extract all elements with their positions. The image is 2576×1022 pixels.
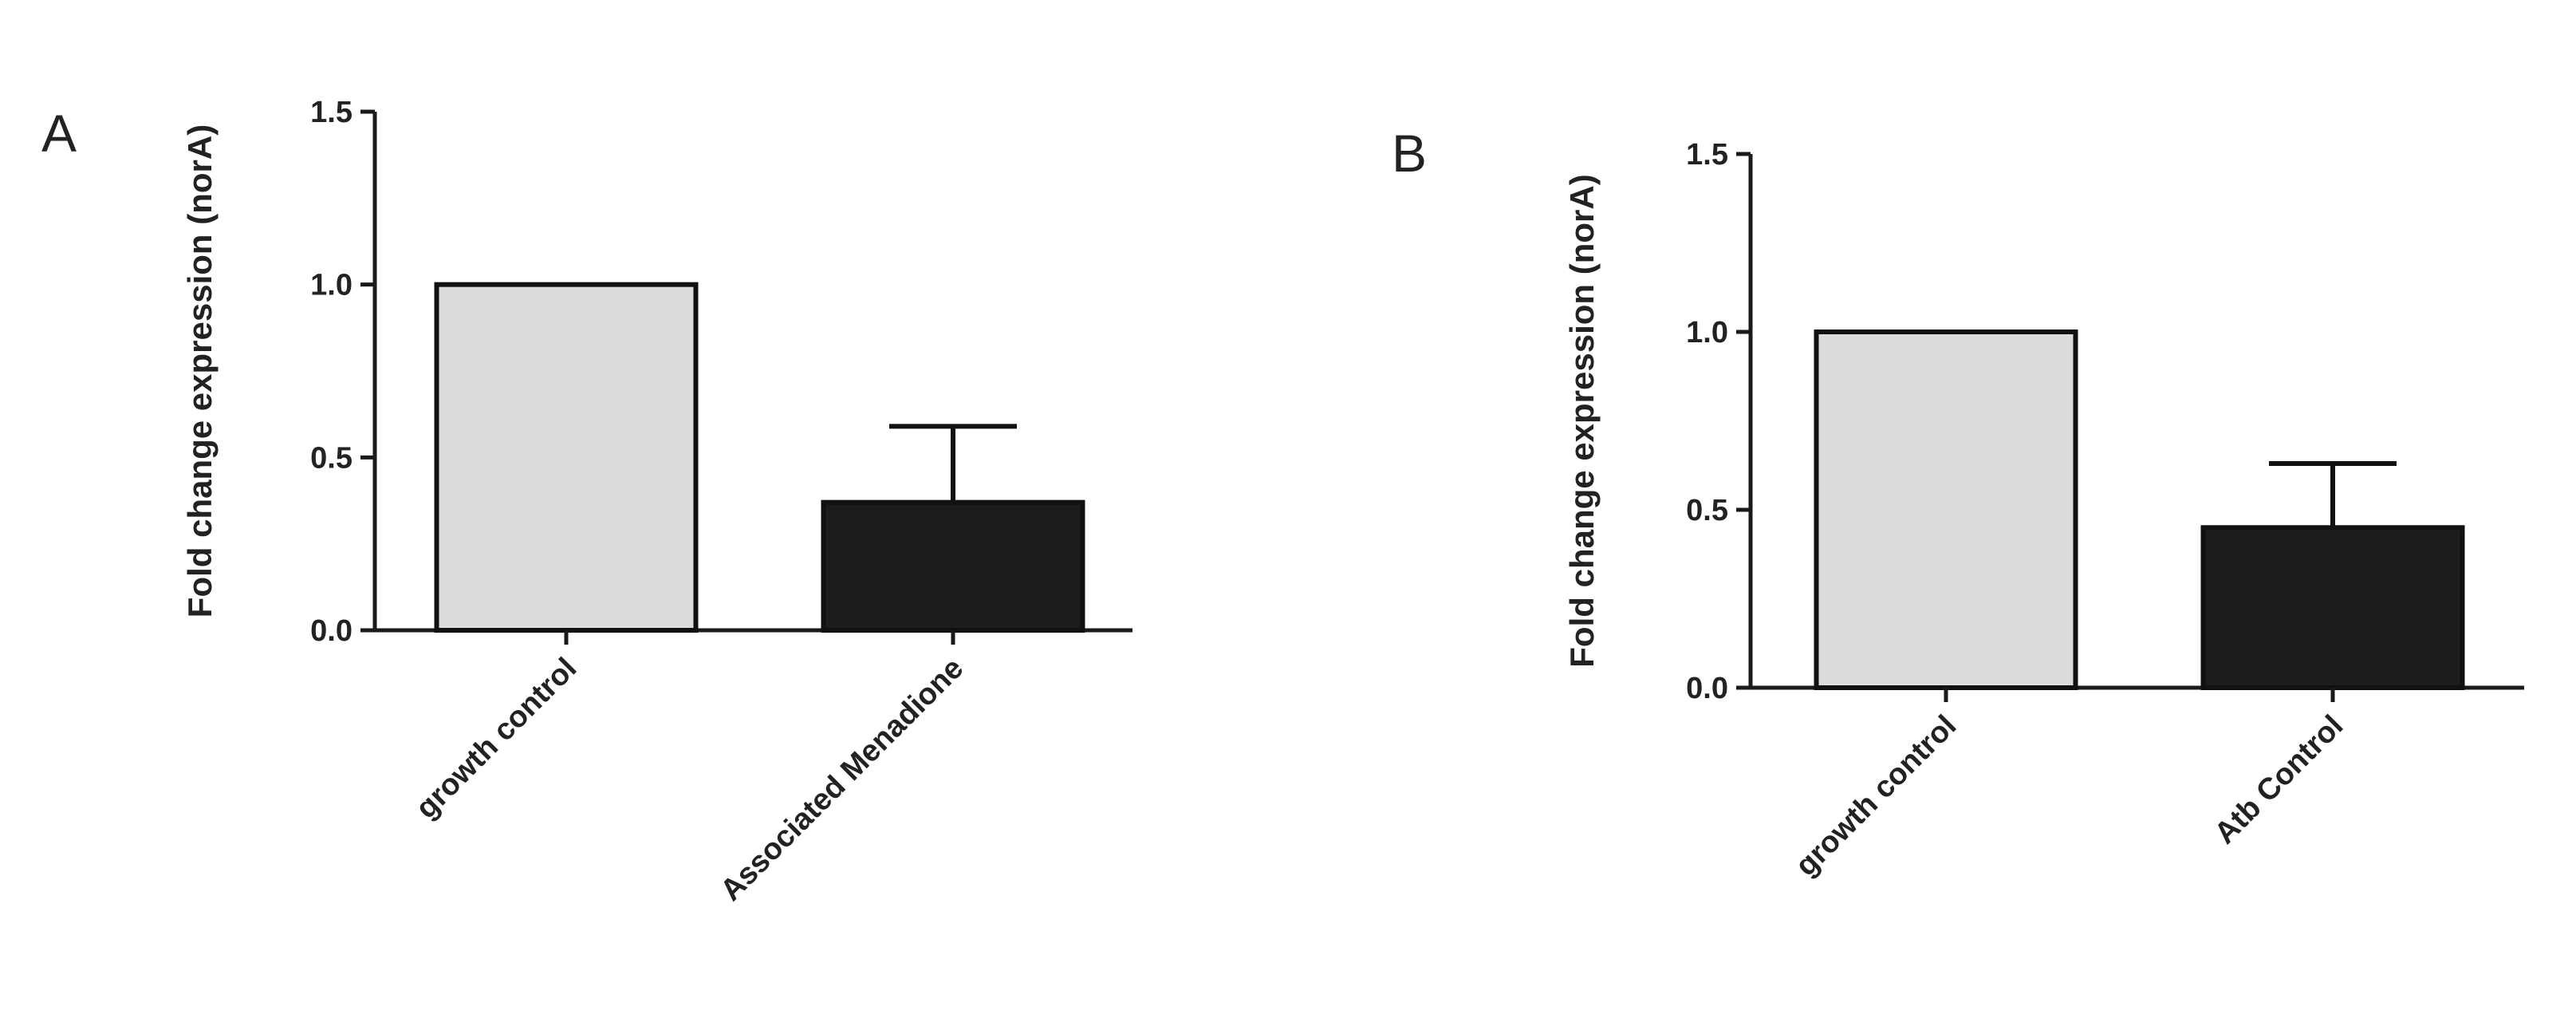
y-tick-label: 1.5 — [1686, 138, 1728, 172]
y-tick-label: 0.0 — [310, 614, 353, 648]
panel-letter: B — [1392, 124, 1427, 183]
category-label: Associated Menadione — [715, 652, 971, 908]
bar — [821, 499, 1085, 633]
category-label: growth control — [410, 652, 584, 826]
y-tick-label: 0.0 — [1686, 672, 1728, 705]
bar — [2200, 525, 2465, 690]
category-label: growth control — [1790, 709, 1964, 883]
y-tick-label: 1.0 — [1686, 316, 1728, 349]
y-tick-label: 0.5 — [1686, 494, 1728, 527]
y-tick-label: 0.5 — [310, 441, 353, 475]
y-tick-label: 1.0 — [310, 269, 353, 302]
y-tick-label: 1.5 — [310, 96, 353, 129]
panel-a: A 0.0 0.5 1.0 1.5 growth control Associated Me… — [41, 96, 1132, 908]
category-label: Atb Control — [2208, 709, 2350, 850]
panel-letter: A — [41, 104, 77, 163]
y-axis-title: Fold change expression (norA) — [181, 124, 219, 618]
y-axis-title: Fold change expression (norA) — [1563, 174, 1601, 667]
bar — [1814, 329, 2078, 690]
panel-b: B 0.0 0.5 1.0 1.5 growth control Atb Control Fo… — [1392, 124, 2524, 882]
bar — [434, 282, 699, 633]
